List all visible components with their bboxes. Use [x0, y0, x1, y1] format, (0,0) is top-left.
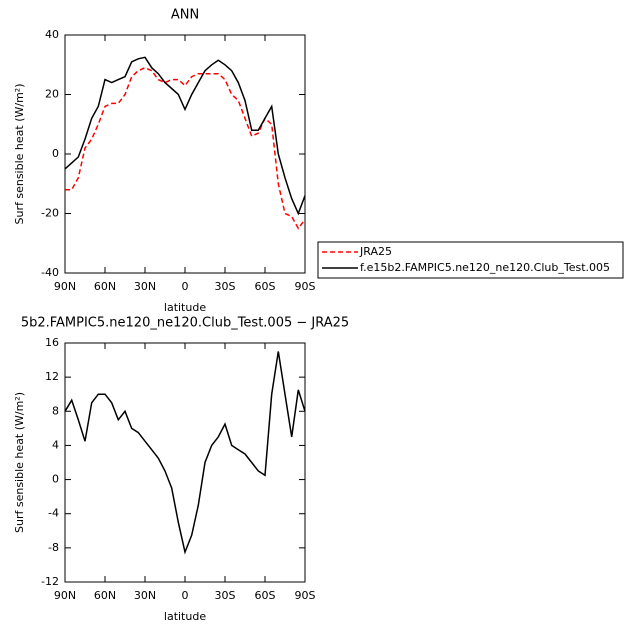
x-tick-label: 60N — [94, 280, 116, 293]
y-tick-label: -4 — [48, 507, 59, 520]
x-tick-label: 0 — [182, 589, 189, 602]
x-axis-label: latitude — [164, 301, 206, 314]
x-tick-label: 30S — [215, 589, 236, 602]
data-line — [64, 351, 306, 555]
y-tick-label: -20 — [41, 207, 59, 220]
legend-label: JRA25 — [359, 245, 392, 258]
y-tick-label: 40 — [45, 28, 59, 41]
y-tick-label: 8 — [52, 404, 59, 417]
x-tick-label: 90S — [295, 589, 316, 602]
plot-frame — [64, 342, 306, 583]
legend-box — [317, 241, 624, 279]
x-tick-label: 60N — [94, 589, 116, 602]
x-tick-label: 0 — [182, 280, 189, 293]
data-line — [65, 66, 306, 230]
x-tick-label: 60S — [255, 280, 276, 293]
y-tick-label: 0 — [52, 147, 59, 160]
x-tick-label: 30N — [134, 280, 156, 293]
chart-title: ANN — [171, 8, 199, 23]
data-line — [64, 56, 306, 216]
y-tick-label: 12 — [45, 370, 59, 383]
y-axis-label: Surf sensible heat (W/m²) — [13, 84, 26, 225]
legend-label: f.e15b2.FAMPIC5.ne120_ne120.Club_Test.00… — [360, 261, 610, 274]
y-tick-label: 20 — [45, 88, 59, 101]
x-tick-label: 30N — [134, 589, 156, 602]
y-tick-label: -40 — [41, 266, 59, 279]
x-tick-label: 60S — [255, 589, 276, 602]
y-tick-label: 0 — [52, 473, 59, 486]
x-axis-label: latitude — [164, 610, 206, 623]
y-tick-label: -8 — [48, 541, 59, 554]
y-tick-label: -12 — [41, 575, 59, 588]
x-tick-label: 90S — [295, 280, 316, 293]
x-tick-label: 30S — [215, 280, 236, 293]
y-axis-label: Surf sensible heat (W/m²) — [13, 392, 26, 533]
chart-title: 5b2.FAMPIC5.ne120_ne120.Club_Test.005 − … — [21, 316, 349, 331]
x-tick-label: 90N — [54, 280, 76, 293]
x-tick-label: 90N — [54, 589, 76, 602]
y-tick-label: 16 — [45, 336, 59, 349]
plot-frame — [64, 34, 306, 274]
y-tick-label: 4 — [52, 438, 59, 451]
